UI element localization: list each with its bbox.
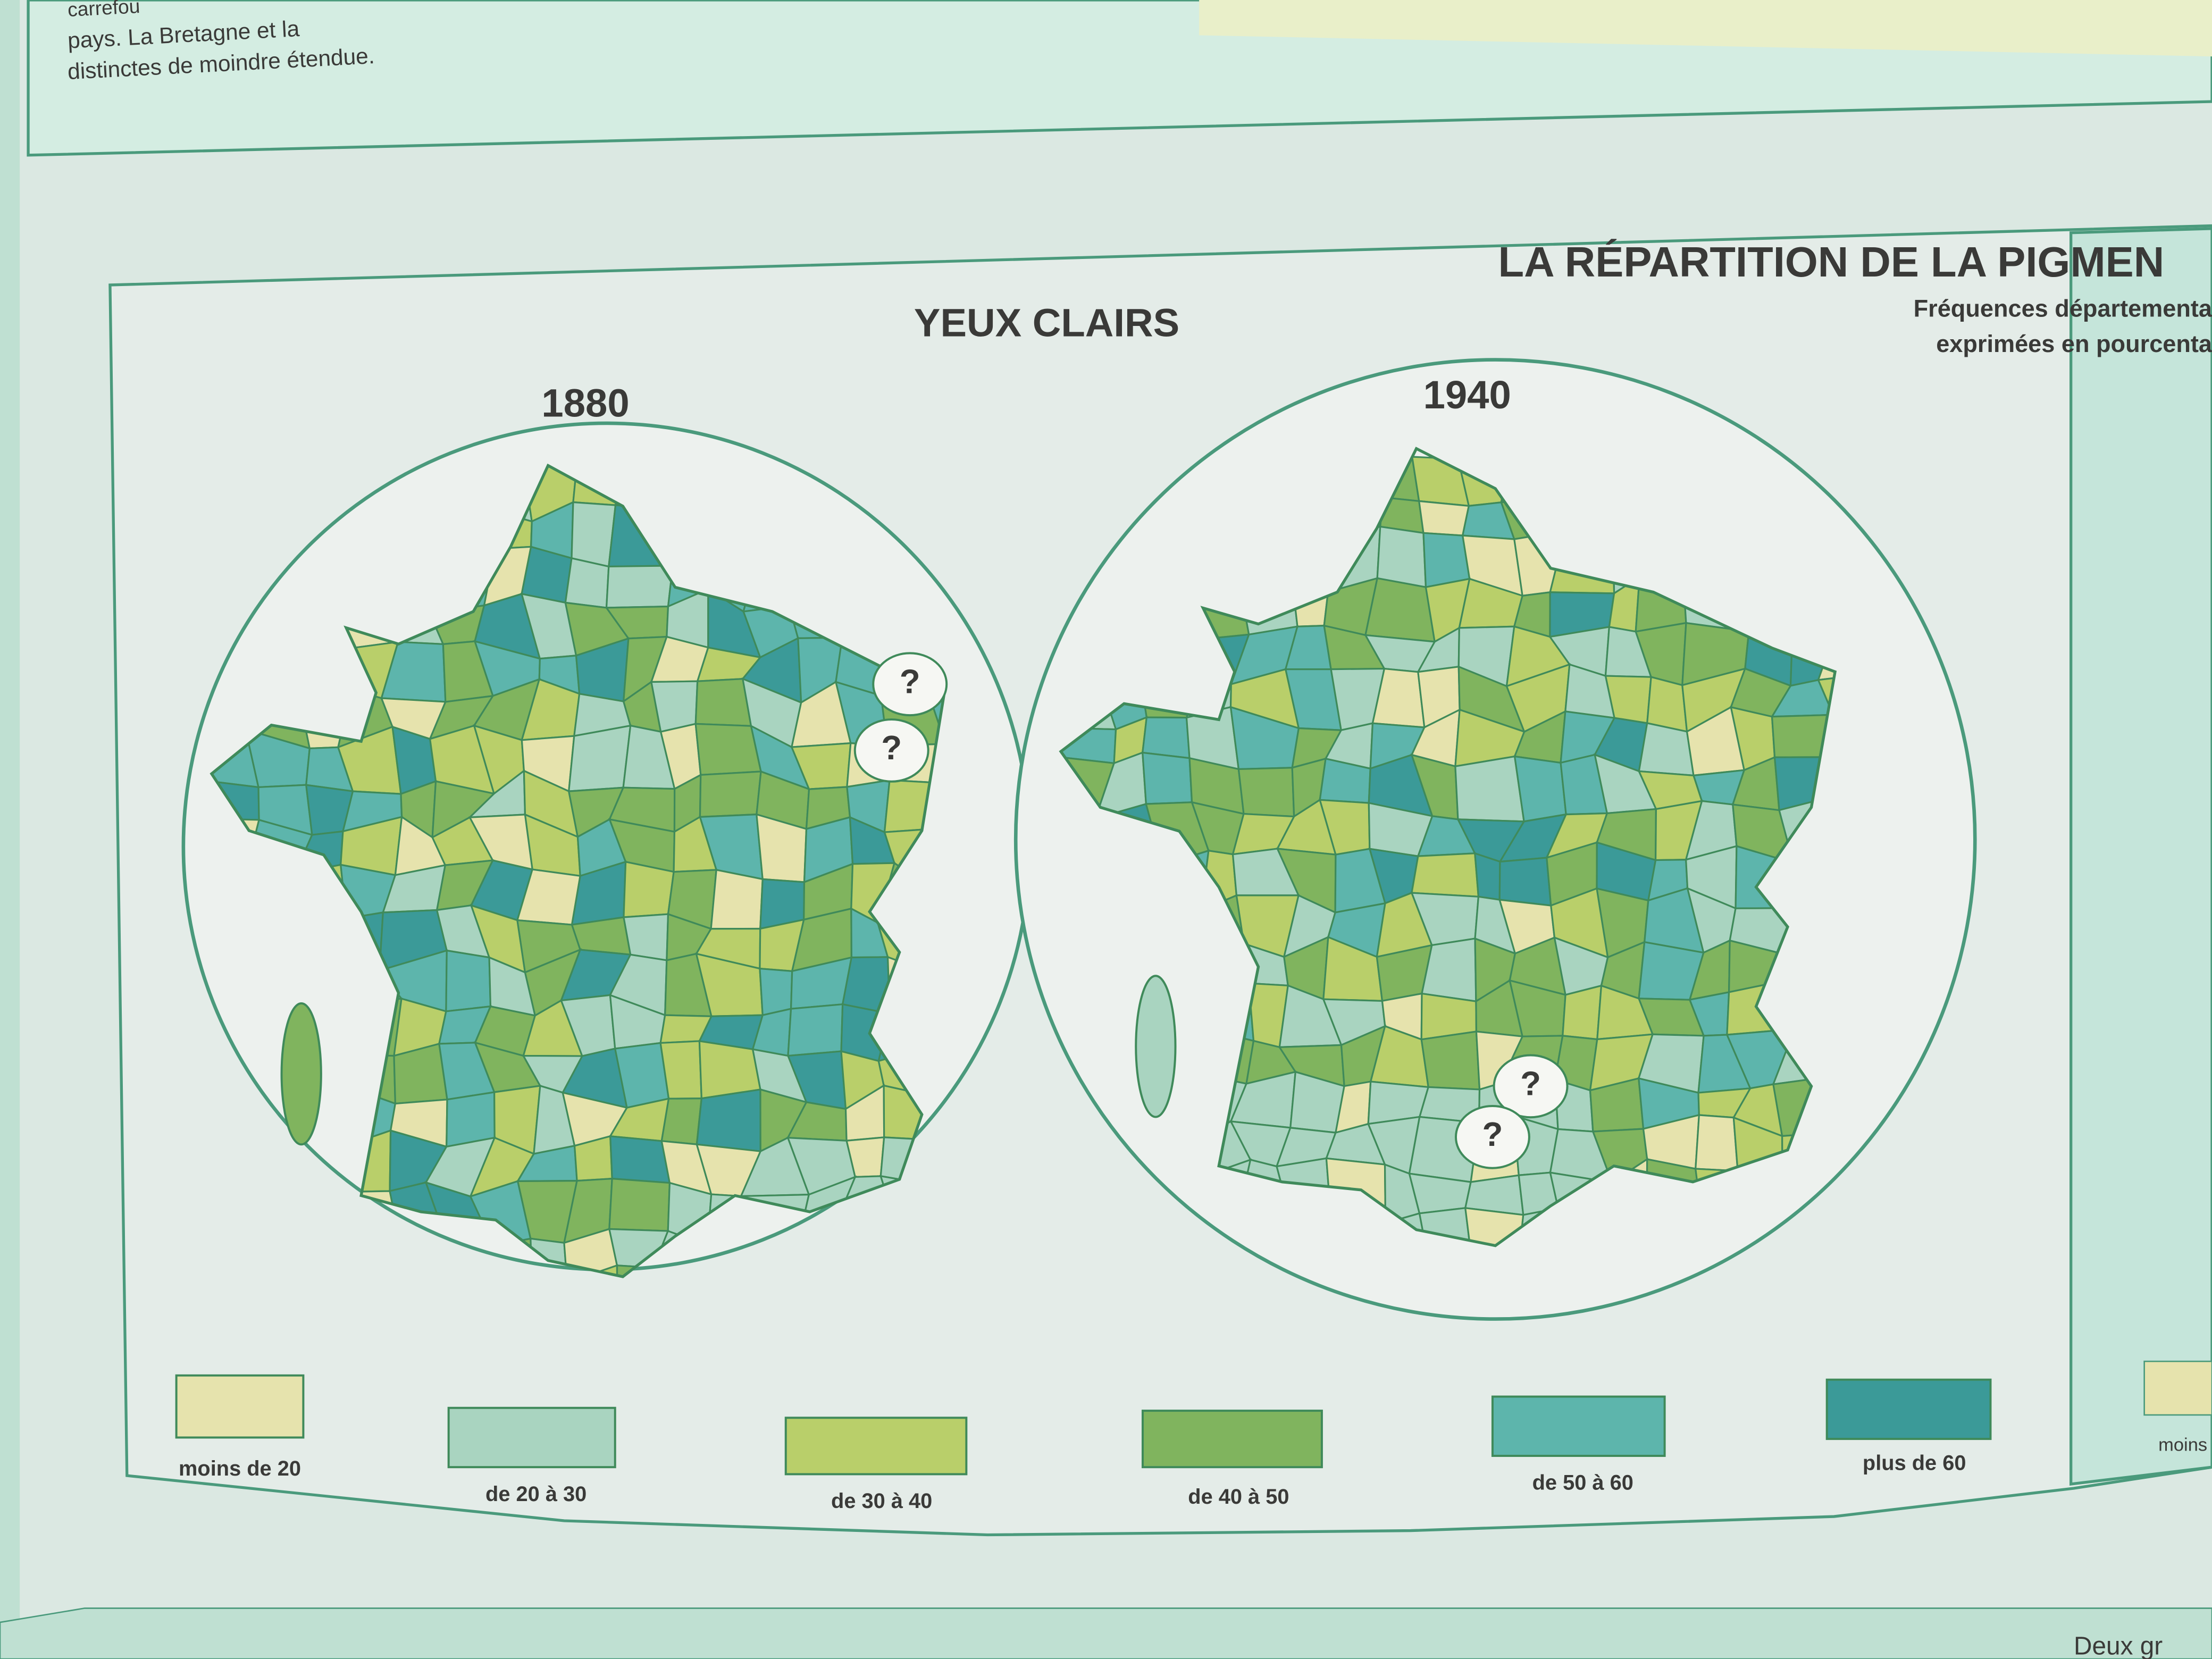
department bbox=[623, 913, 669, 961]
legend-label: plus de 60 bbox=[1863, 1451, 1966, 1474]
section-title: YEUX CLAIRS bbox=[914, 300, 1179, 345]
bottom-panel bbox=[0, 1607, 2212, 1659]
department bbox=[1418, 500, 1470, 537]
department bbox=[1141, 716, 1191, 759]
footer-text: Deux gr bbox=[2074, 1632, 2163, 1659]
next-legend-swatch bbox=[2143, 1360, 2212, 1416]
subtitle-line: exprimées en pourcenta bbox=[1936, 330, 2212, 357]
department bbox=[1420, 1030, 1481, 1091]
legend-label: de 50 à 60 bbox=[1532, 1471, 1633, 1495]
department bbox=[1454, 755, 1525, 823]
department bbox=[1562, 984, 1603, 1041]
binding bbox=[0, 0, 20, 1659]
department bbox=[1695, 1114, 1739, 1172]
department bbox=[1141, 751, 1193, 805]
department bbox=[1422, 532, 1471, 589]
department bbox=[571, 501, 617, 568]
department bbox=[1513, 755, 1567, 823]
department bbox=[787, 1003, 844, 1057]
department bbox=[659, 1040, 703, 1100]
map-year: 1880 bbox=[541, 381, 629, 425]
map-year: 1940 bbox=[1423, 373, 1511, 417]
legend-swatch bbox=[447, 1406, 616, 1469]
next-legend-label: moins bbox=[2158, 1435, 2207, 1455]
department bbox=[696, 1088, 761, 1152]
department bbox=[609, 1135, 671, 1184]
unknown-region bbox=[872, 652, 948, 717]
legend-swatch bbox=[175, 1374, 305, 1439]
corsica bbox=[280, 1002, 322, 1146]
main-title: LA RÉPARTITION DE LA PIGMEN bbox=[1498, 238, 2165, 286]
legend-swatch bbox=[1141, 1410, 1323, 1469]
department bbox=[623, 860, 675, 918]
department bbox=[660, 1097, 703, 1145]
unknown-region bbox=[1454, 1105, 1530, 1169]
unknown-mark: ? bbox=[1520, 1065, 1541, 1103]
unknown-mark: ? bbox=[1482, 1116, 1503, 1153]
unknown-region bbox=[853, 718, 929, 783]
department bbox=[710, 868, 764, 930]
department bbox=[1646, 676, 1688, 733]
department bbox=[1638, 722, 1695, 777]
legend-swatch bbox=[1491, 1395, 1666, 1457]
department bbox=[1411, 852, 1480, 898]
department bbox=[605, 565, 674, 609]
legend-label: de 20 à 30 bbox=[485, 1482, 586, 1506]
department bbox=[699, 770, 762, 818]
unknown-mark: ? bbox=[881, 729, 902, 767]
legend-label: de 30 à 40 bbox=[831, 1489, 932, 1513]
department bbox=[1364, 577, 1436, 643]
intro-panel-right bbox=[1199, 0, 2212, 57]
next-panel bbox=[2069, 227, 2212, 1486]
department bbox=[608, 1177, 671, 1232]
legend-swatch bbox=[1825, 1378, 1992, 1440]
department bbox=[1376, 525, 1427, 589]
department bbox=[1237, 767, 1295, 818]
legend-label: moins de 20 bbox=[179, 1457, 301, 1480]
department bbox=[564, 557, 610, 609]
department bbox=[445, 949, 492, 1012]
department bbox=[698, 1040, 761, 1100]
unknown-region bbox=[1493, 1054, 1569, 1119]
intro-line: carrefou bbox=[67, 0, 140, 21]
corsica bbox=[1135, 975, 1177, 1118]
department bbox=[694, 677, 752, 727]
department bbox=[1473, 852, 1501, 901]
france-outline bbox=[210, 463, 946, 1278]
department bbox=[567, 724, 632, 792]
department bbox=[759, 967, 793, 1017]
unknown-mark: ? bbox=[900, 663, 920, 701]
legend-swatch bbox=[784, 1417, 968, 1476]
department bbox=[1498, 857, 1552, 907]
subtitle-line: Fréquences départementa bbox=[1914, 295, 2212, 322]
department bbox=[694, 723, 763, 776]
legend-label: de 40 à 50 bbox=[1188, 1485, 1289, 1509]
france-outline bbox=[1059, 447, 1837, 1247]
